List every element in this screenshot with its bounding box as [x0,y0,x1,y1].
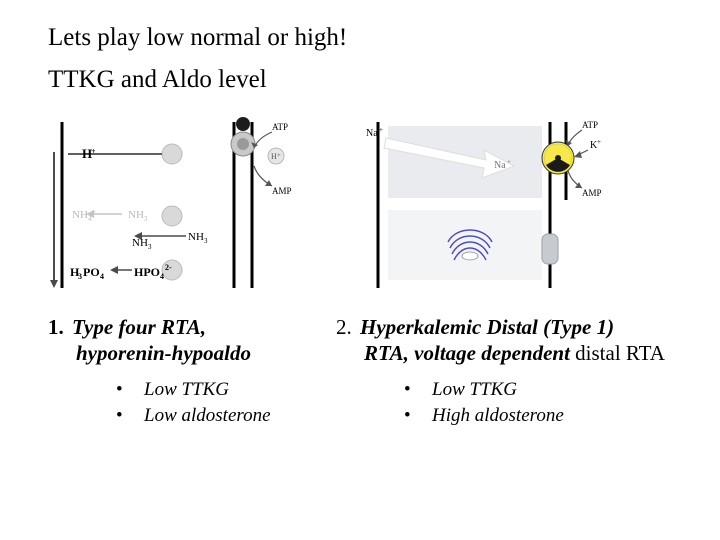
svg-text:NH: NH [72,209,88,221]
list-left-heading: 1.Type four RTA, hyporenin-hypoaldo [48,314,336,367]
svg-text:NH: NH [128,209,144,221]
svg-text:+: + [91,147,96,156]
svg-text:3: 3 [204,237,208,245]
bullet-text: Low TTKG [144,377,229,404]
slide: Lets play low normal or high! TTKG and A… [0,0,720,540]
svg-text:4: 4 [100,272,104,281]
list-left-number: 1. [48,314,72,340]
list-right-heading-l2: RTA, voltage dependent distal RTA [364,340,672,366]
diagram-left-svg: H⁺ H + NH 4 + NH 3 [36,108,296,298]
svg-text:3: 3 [78,272,82,281]
svg-text:3: 3 [144,215,148,223]
svg-text:4: 4 [160,272,164,281]
list-left-heading-l2: hyporenin-hypoaldo [76,340,336,366]
title-line-1: Lets play low normal or high! [48,24,672,52]
list-right-bullets: • Low TTKG • High aldosterone [404,377,672,430]
svg-text:HPO: HPO [134,265,160,279]
svg-text:Na: Na [494,160,506,171]
list-right-heading-l2b: distal RTA [575,341,665,365]
diagram-right-svg: Na + Na + [344,108,604,298]
list-item: • Low TTKG [404,377,672,404]
list-right-number: 2. [336,314,360,340]
bullet-text: High aldosterone [432,403,564,430]
diagram-left: H⁺ H + NH 4 + NH 3 [36,108,296,298]
svg-text:2-: 2- [165,263,172,272]
svg-text:AMP: AMP [272,186,292,196]
svg-text:H⁺: H⁺ [271,152,281,161]
svg-text:PO: PO [83,265,100,279]
svg-text:ATP: ATP [272,122,288,132]
lists-row: 1.Type four RTA, hyporenin-hypoaldo • Lo… [48,314,672,430]
svg-text:+: + [92,208,96,216]
bullet-dot-icon: • [116,403,144,430]
svg-text:ATP: ATP [582,120,598,130]
svg-text:NH: NH [188,231,204,243]
list-left-bullets: • Low TTKG • Low aldosterone [116,377,336,430]
svg-text:+: + [597,138,601,146]
list-col-right: 2.Hyperkalemic Distal (Type 1) RTA, volt… [336,314,672,430]
svg-text:Na: Na [366,128,378,139]
bullet-dot-icon: • [404,377,432,404]
svg-text:4: 4 [88,215,92,223]
list-right-heading-l1: Hyperkalemic Distal (Type 1) [360,315,614,339]
bullet-text: Low aldosterone [144,403,271,430]
svg-text:+: + [507,158,511,166]
bullet-dot-icon: • [404,403,432,430]
list-left-heading-l1: Type four RTA, [72,315,206,339]
bullet-text: Low TTKG [432,377,517,404]
list-right-heading-l2a: RTA, voltage dependent [364,341,575,365]
bullet-dot-icon: • [116,377,144,404]
list-item: • Low aldosterone [116,403,336,430]
title-line-2: TTKG and Aldo level [48,66,672,94]
svg-text:AMP: AMP [582,188,602,198]
list-item: • Low TTKG [116,377,336,404]
diagram-right: Na + Na + [344,108,604,298]
list-right-heading: 2.Hyperkalemic Distal (Type 1) RTA, volt… [336,314,672,367]
diagrams-row: H⁺ H + NH 4 + NH 3 [36,108,672,298]
svg-text:+: + [379,126,383,134]
list-col-left: 1.Type four RTA, hyporenin-hypoaldo • Lo… [48,314,336,430]
svg-text:NH: NH [132,237,148,249]
svg-text:3: 3 [148,243,152,251]
list-item: • High aldosterone [404,403,672,430]
